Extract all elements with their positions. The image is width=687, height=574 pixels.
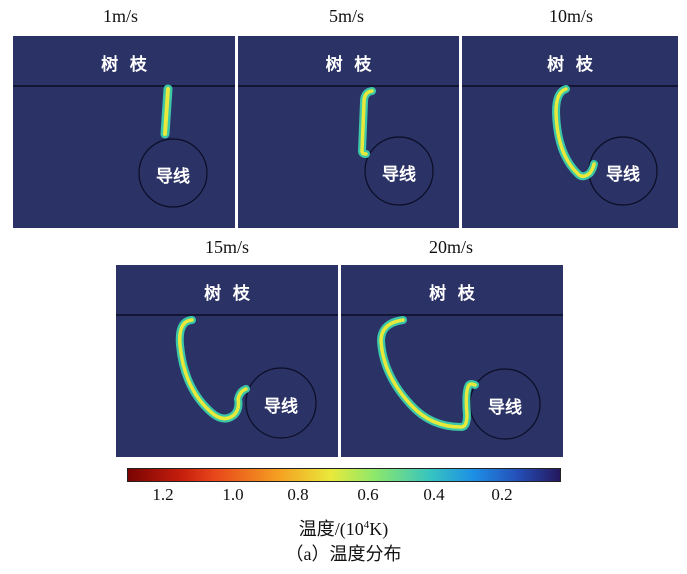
panel-1-branch-label: 树 枝	[101, 55, 147, 75]
panel-3-temperature-field: 树 枝 导线	[462, 36, 678, 228]
unit-text: 温度/(10	[298, 519, 364, 539]
panel-2-conductor-label: 导线	[382, 165, 416, 185]
panel-5-arc	[379, 318, 477, 429]
temperature-colorbar	[127, 468, 561, 482]
unit-exponent: 4	[363, 519, 370, 531]
panel-4-conductor-label: 导线	[264, 397, 298, 417]
colorbar-tick-1: 1.2	[152, 485, 174, 504]
panel-1-conductor-circle	[138, 138, 208, 208]
panel-3-speed-label: 10m/s	[549, 6, 594, 26]
colorbar-tick-2: 1.0	[222, 485, 244, 504]
panel-1-arc	[163, 87, 170, 136]
panel-1-temperature-field: 树 枝 导线	[13, 36, 235, 228]
panel-4-conductor-circle	[245, 367, 317, 439]
panel-1-conductor-label: 导线	[156, 167, 190, 187]
panel-2-conductor-circle	[364, 136, 434, 206]
colorbar-tick-4: 0.6	[357, 485, 379, 504]
panel-4-arc	[178, 318, 248, 421]
panel-4-arc-halo	[175, 316, 250, 423]
panel-2-plot	[238, 85, 459, 206]
colorbar-tick-3: 0.8	[287, 485, 309, 504]
panel-4-plot	[116, 314, 338, 439]
panel-2-speed-label: 5m/s	[329, 6, 365, 26]
colorbar-tick-6: 0.2	[491, 485, 513, 504]
panel-3-plot	[462, 85, 678, 206]
unit-suffix: K)	[369, 519, 389, 539]
panel-4-temperature-field: 树 枝 导线	[116, 265, 338, 457]
panel-1-plot	[13, 84, 235, 208]
panel-2-temperature-field: 树 枝 导线	[238, 36, 459, 228]
panel-5-conductor-label: 导线	[488, 398, 522, 418]
panel-5-speed-label: 20m/s	[429, 237, 474, 257]
figure-caption: （a）温度分布	[285, 544, 402, 564]
panel-3-arc	[554, 87, 596, 178]
panel-5-branch-label: 树 枝	[429, 284, 475, 304]
panel-3-conductor-label: 导线	[606, 165, 640, 185]
panel-5-temperature-field: 树 枝 导线	[341, 265, 563, 457]
panel-1-speed-label: 1m/s	[103, 6, 139, 26]
panel-3-branch-label: 树 枝	[547, 55, 593, 75]
panel-2-branch-label: 树 枝	[325, 55, 372, 75]
panel-4-branch-label: 树 枝	[204, 284, 250, 304]
colorbar-tick-5: 0.4	[423, 485, 445, 504]
panel-4-speed-label: 15m/s	[205, 237, 250, 257]
colorbar-unit-label: 温度/(104K)	[0, 515, 687, 541]
panel-5-arc-halo	[376, 316, 479, 432]
panel-5-plot	[341, 314, 563, 440]
panel-2-arc	[360, 89, 374, 156]
